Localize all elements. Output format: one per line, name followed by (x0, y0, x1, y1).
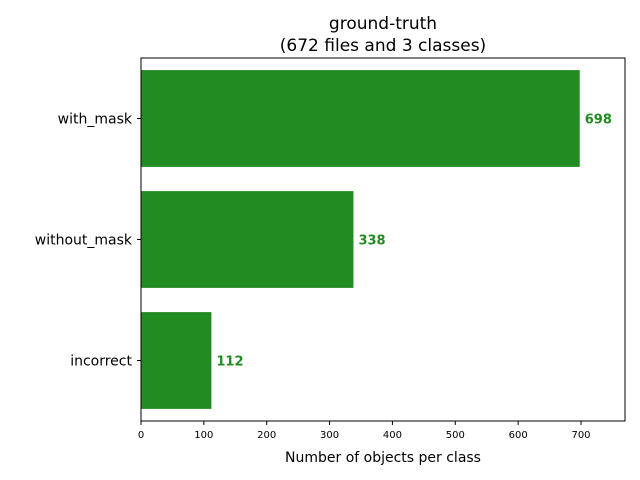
x-tick-label-200: 200 (257, 430, 276, 441)
y-tick-label-without_mask: without_mask (35, 233, 133, 249)
x-tick-label-100: 100 (194, 430, 213, 441)
x-axis-label: Number of objects per class (285, 450, 481, 466)
x-tick-label-700: 700 (571, 430, 590, 441)
plot-frame (140, 57, 626, 422)
x-tick-label-400: 400 (383, 430, 402, 441)
chart-subtitle: (672 files and 3 classes) (280, 36, 486, 56)
x-tick-label-500: 500 (446, 430, 465, 441)
bar-with_mask (141, 70, 580, 167)
chart-title: ground-truth (329, 14, 437, 34)
x-tick-label-600: 600 (509, 430, 528, 441)
data-label-without_mask: 338 (358, 234, 385, 249)
x-tick-label-0: 0 (138, 430, 144, 441)
y-tick-label-with_mask: with_mask (58, 112, 133, 128)
bar-without_mask (141, 191, 354, 288)
data-label-with_mask: 698 (585, 113, 612, 128)
bar-incorrect (141, 312, 212, 409)
data-label-incorrect: 112 (216, 355, 243, 370)
y-tick-label-incorrect: incorrect (70, 354, 132, 370)
x-tick-label-300: 300 (320, 430, 339, 441)
